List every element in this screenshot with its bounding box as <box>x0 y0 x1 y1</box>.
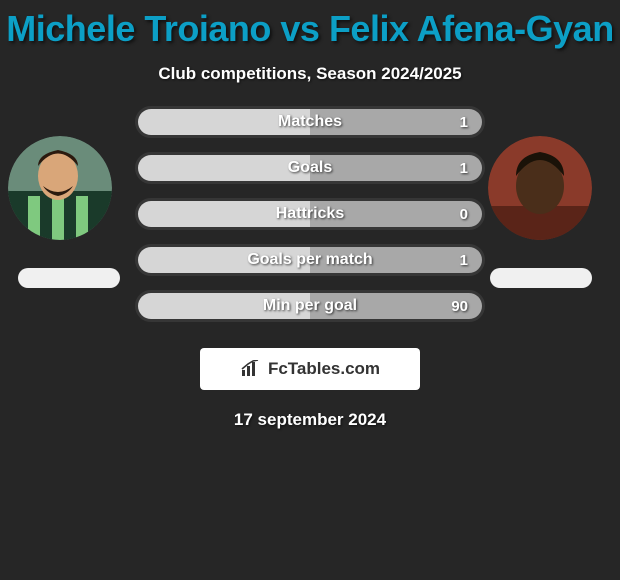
date-text: 17 september 2024 <box>0 410 620 430</box>
logo-box: FcTables.com <box>200 348 420 390</box>
stat-bar: Goals 1 <box>135 152 485 184</box>
stat-bar: Goals per match 1 <box>135 244 485 276</box>
title-player1: Michele Troiano <box>6 8 271 49</box>
comparison-area: Matches 1 Goals 1 Hattricks 0 <box>0 106 620 326</box>
page-title: Michele Troiano vs Felix Afena-Gyan <box>0 0 620 50</box>
chart-icon <box>240 360 262 378</box>
stat-value-right: 90 <box>451 293 468 319</box>
stat-label: Matches <box>138 109 482 135</box>
stat-label: Goals per match <box>138 247 482 273</box>
title-vs: vs <box>280 8 319 49</box>
stat-bar: Matches 1 <box>135 106 485 138</box>
stat-bar: Hattricks 0 <box>135 198 485 230</box>
stat-value-right: 0 <box>460 201 468 227</box>
stat-bars: Matches 1 Goals 1 Hattricks 0 <box>135 106 485 322</box>
stat-label: Goals <box>138 155 482 181</box>
subtitle: Club competitions, Season 2024/2025 <box>0 64 620 84</box>
player2-flag-pill <box>490 268 592 288</box>
player1-flag-pill <box>18 268 120 288</box>
stat-value-right: 1 <box>460 247 468 273</box>
stat-label: Min per goal <box>138 293 482 319</box>
stat-label: Hattricks <box>138 201 482 227</box>
infographic-root: Michele Troiano vs Felix Afena-Gyan Club… <box>0 0 620 580</box>
stat-value-right: 1 <box>460 109 468 135</box>
stat-value-right: 1 <box>460 155 468 181</box>
title-player2: Felix Afena-Gyan <box>329 8 614 49</box>
player1-avatar <box>8 136 112 240</box>
logo-text: FcTables.com <box>268 359 380 379</box>
player2-avatar <box>488 136 592 240</box>
stat-bar: Min per goal 90 <box>135 290 485 322</box>
